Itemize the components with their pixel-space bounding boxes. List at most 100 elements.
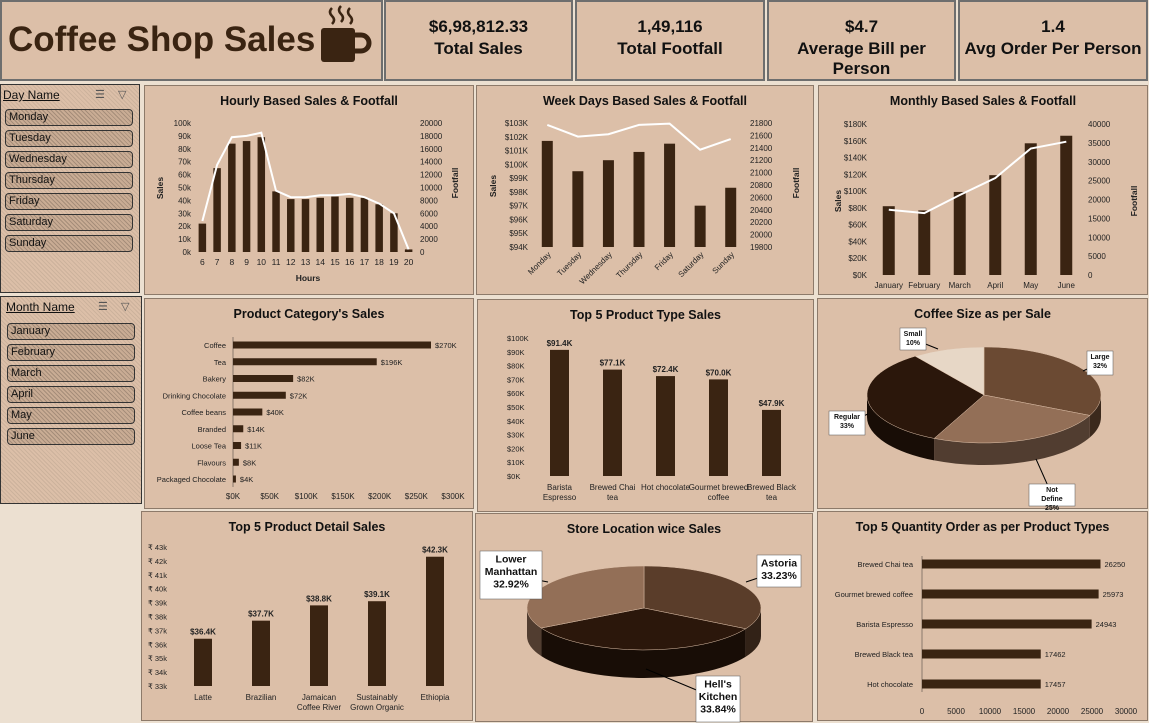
bar	[1024, 143, 1037, 275]
top5-type-chart-panel: Top 5 Product Type Sales $0K $10K $20K $30K…	[477, 299, 814, 512]
size-pie-chart: Large 32% Not Define 25% Regular 33% Small 10%	[828, 327, 1114, 510]
x-tick-label: Brewed Chai tea	[590, 483, 636, 502]
category-label: Brewed Black tea	[855, 650, 914, 659]
slice-label: Small	[904, 331, 923, 338]
slicer-item-march[interactable]: March	[7, 365, 135, 382]
x-tick-label: 25000	[1081, 707, 1104, 716]
data-label: $39.1K	[364, 590, 390, 599]
y-tick-label: $101K	[505, 147, 529, 156]
slicer-item-february[interactable]: February	[7, 344, 135, 361]
bar	[426, 556, 444, 686]
bar	[233, 375, 294, 382]
slicer-item-wednesday[interactable]: Wednesday	[5, 151, 133, 168]
day-slicer: Day Name ☰ ▽ Monday Tuesday Wednesday Th…	[0, 84, 140, 293]
x-tick-label: Brazilian	[246, 693, 277, 702]
y-tick-label: $100K	[505, 160, 529, 169]
x-tick-label: 13	[301, 257, 311, 267]
clear-filter-icon[interactable]: ▽	[118, 89, 127, 101]
y2-tick-label: 15000	[1088, 214, 1111, 223]
bar	[331, 196, 339, 252]
x-tick-label: Gourmet brewed coffee	[689, 483, 749, 502]
y2-tick-label: 4000	[420, 222, 438, 231]
category-label: Tea	[214, 358, 227, 367]
slicer-item-saturday[interactable]: Saturday	[5, 214, 133, 231]
bar	[572, 171, 584, 247]
y2-tick-label: 14000	[420, 158, 443, 167]
pie-slice-side	[745, 608, 761, 657]
clear-filter-icon[interactable]: ▽	[121, 301, 130, 313]
y-tick-label: 90k	[178, 132, 192, 141]
x-tick-label: $150K	[331, 492, 355, 501]
bar	[550, 349, 569, 476]
y2-tick-label: 20600	[750, 193, 773, 202]
y2-tick-label: 5000	[1088, 252, 1106, 261]
category-label: Barista Espresso	[856, 620, 913, 629]
data-label: $47.9K	[759, 399, 785, 408]
x-tick-label: Monday	[526, 250, 552, 276]
slicer-item-may[interactable]: May	[7, 407, 135, 424]
callout-box	[1086, 350, 1114, 376]
bar	[368, 601, 386, 686]
y-tick-label: ₹ 39k	[148, 599, 167, 608]
top5-detail-chart: ₹ 33k ₹ 34k ₹ 35k ₹ 36k ₹ 37k ₹ 38k ₹ 39k ₹ 40k…	[148, 543, 450, 712]
bar	[602, 160, 614, 247]
slicer-item-tuesday[interactable]: Tuesday	[5, 130, 133, 147]
category-label: Hot chocolate	[867, 680, 913, 689]
multi-select-icon[interactable]: ☰	[98, 301, 108, 313]
y-tick-label: ₹ 33k	[148, 682, 167, 691]
data-label: 17462	[1045, 650, 1066, 659]
y-tick-label: $80K	[507, 362, 525, 371]
bar	[316, 197, 324, 252]
slice-pct: 33.84%	[700, 704, 736, 716]
kpi-average-bill: $4.7 Average Bill per Person	[767, 0, 956, 81]
slicer-item-june[interactable]: June	[7, 428, 135, 445]
bar	[922, 619, 1092, 629]
y-tick-label: $103K	[505, 119, 529, 128]
y-tick-label: $60K	[848, 221, 867, 230]
x-tick-label: February	[908, 281, 940, 290]
data-label: $38.8K	[306, 594, 332, 603]
y-tick-label: ₹ 42k	[148, 557, 167, 566]
store-chart-panel: Store Location wice Sales Astoria 33.23% H…	[475, 513, 813, 723]
kpi-label: Total Sales	[434, 39, 523, 58]
kpi-value: 1,49,116	[637, 17, 703, 36]
data-label: $37.7K	[248, 610, 274, 619]
data-label: $70.0K	[706, 368, 732, 377]
footfall-line	[546, 122, 732, 151]
pie-slice	[866, 355, 985, 439]
day-slicer-header: Day Name	[3, 88, 60, 102]
x-tick-label: Barista Espresso	[543, 483, 577, 502]
slicer-item-thursday[interactable]: Thursday	[5, 172, 133, 189]
y-tick-label: ₹ 41k	[148, 571, 167, 580]
slice-label: Regular	[834, 414, 860, 421]
x-tick-label: 7	[215, 257, 220, 267]
x-tick-label: 11	[272, 257, 281, 267]
y-tick-label: $180K	[844, 120, 868, 129]
x-tick-label: 16	[345, 257, 355, 267]
x-tick-label: 6	[200, 257, 205, 267]
slicer-item-monday[interactable]: Monday	[5, 109, 133, 126]
y2-tick-label: 21400	[750, 144, 773, 153]
category-label: Loose Tea	[192, 442, 227, 451]
chart-title: Store Location wice Sales	[566, 522, 722, 536]
slicer-item-january[interactable]: January	[7, 323, 135, 340]
y-tick-label: $40K	[848, 237, 867, 246]
bar	[228, 143, 236, 252]
page-title: Coffee Shop Sales	[8, 20, 316, 59]
slicer-item-april[interactable]: April	[7, 386, 135, 403]
y2-tick-label: 20400	[750, 206, 773, 215]
bar	[272, 191, 280, 252]
x-tick-label: March	[949, 281, 971, 290]
month-slicer: Month Name ☰ ▽ January February March Ap…	[0, 296, 142, 504]
slicer-item-sunday[interactable]: Sunday	[5, 235, 133, 252]
x-tick-label: Wednesday	[578, 250, 614, 286]
y-tick-label: $102K	[505, 133, 529, 142]
size-chart-panel: Coffee Size as per Sale Large 32% Not Defin…	[817, 298, 1148, 510]
multi-select-icon[interactable]: ☰	[95, 89, 105, 101]
x-tick-label: 19	[389, 257, 399, 267]
y-tick-label: $96K	[509, 215, 528, 224]
y-tick-label: $70K	[507, 375, 525, 384]
bar	[360, 197, 369, 252]
category-label: Drinking Chocolate	[163, 391, 226, 400]
slicer-item-friday[interactable]: Friday	[5, 193, 133, 210]
